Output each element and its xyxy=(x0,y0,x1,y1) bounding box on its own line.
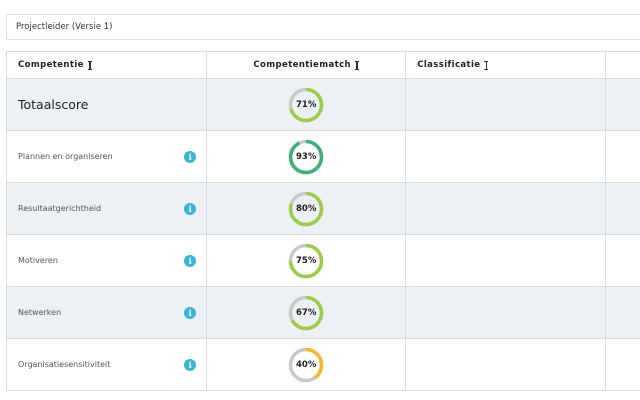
info-icon[interactable]: i xyxy=(184,254,197,267)
match-cell: 75% xyxy=(207,235,407,286)
column-header-label: Competentiematch xyxy=(253,60,351,70)
sort-icon[interactable] xyxy=(354,60,359,70)
competency-name: Plannen en organiseren xyxy=(18,152,113,161)
competency-cell: Totaalscore xyxy=(7,79,208,130)
extra-cell xyxy=(606,235,640,286)
sort-icon[interactable] xyxy=(484,60,489,70)
competency-name: Netwerken xyxy=(18,308,62,317)
competency-cell: Organisatiesensitiviteit i xyxy=(7,339,208,390)
classification-cell xyxy=(406,287,607,338)
match-percentage: 40% xyxy=(296,359,317,370)
table-row: Plannen en organiseren i 93% xyxy=(7,131,640,183)
competency-name: Motiveren xyxy=(18,256,58,265)
competency-name: Totaalscore xyxy=(18,97,89,112)
extra-cell xyxy=(606,79,640,130)
match-gauge: 80% xyxy=(287,190,325,228)
classification-cell xyxy=(406,235,607,286)
table-row: Organisatiesensitiviteit i 40% xyxy=(7,339,640,391)
match-percentage: 93% xyxy=(296,151,317,162)
classification-cell xyxy=(406,183,607,234)
match-percentage: 75% xyxy=(296,255,317,266)
match-cell: 71% xyxy=(207,79,407,130)
competency-name: Organisatiesensitiviteit xyxy=(18,360,111,369)
column-header-label: Competentie xyxy=(18,60,84,70)
match-gauge: 67% xyxy=(287,294,325,332)
gauge-ring xyxy=(288,243,324,278)
competency-name: Resultaatgerichtheid xyxy=(18,204,102,213)
match-cell: 40% xyxy=(207,339,407,390)
competency-cell: Netwerken i xyxy=(7,287,208,338)
gauge-ring xyxy=(288,295,324,330)
competency-cell: Resultaatgerichtheid i xyxy=(7,183,208,234)
competency-cell: Motiveren i xyxy=(7,235,208,286)
competency-cell: Plannen en organiseren i xyxy=(7,131,208,182)
match-gauge: 40% xyxy=(287,346,325,384)
info-icon[interactable]: i xyxy=(184,202,197,215)
match-cell: 93% xyxy=(207,131,407,182)
info-icon[interactable]: i xyxy=(184,150,197,163)
gauge-ring xyxy=(288,191,324,226)
sort-icon[interactable] xyxy=(87,60,92,70)
info-icon[interactable]: i xyxy=(184,306,197,319)
classification-cell xyxy=(406,339,607,390)
column-header-competentie[interactable]: Competentie xyxy=(7,52,208,78)
version-selector[interactable]: Projectleider (Versie 1) xyxy=(6,14,640,40)
total-score-row: Totaalscore 71% xyxy=(7,79,640,131)
column-header-classificatie[interactable]: Classificatie xyxy=(406,52,607,78)
extra-cell xyxy=(606,183,640,234)
classification-cell xyxy=(406,79,607,130)
match-percentage: 67% xyxy=(296,307,317,318)
gauge-ring xyxy=(288,347,324,382)
table-row: Resultaatgerichtheid i 80% xyxy=(7,183,640,235)
match-gauge: 75% xyxy=(287,242,325,280)
table-header-row: Competentie Competentiematch Classificat… xyxy=(7,52,640,79)
match-gauge: 93% xyxy=(287,138,325,176)
match-percentage: 71% xyxy=(296,99,317,110)
extra-cell xyxy=(606,287,640,338)
classification-cell xyxy=(406,131,607,182)
competency-table: Competentie Competentiematch Classificat… xyxy=(6,51,640,391)
column-header-extra xyxy=(606,52,640,78)
extra-cell xyxy=(606,339,640,390)
column-header-competentiematch[interactable]: Competentiematch xyxy=(207,52,407,78)
extra-cell xyxy=(606,131,640,182)
match-percentage: 80% xyxy=(296,203,317,214)
match-gauge: 71% xyxy=(287,86,325,124)
match-cell: 67% xyxy=(207,287,407,338)
table-row: Netwerken i 67% xyxy=(7,287,640,339)
table-row: Motiveren i 75% xyxy=(7,235,640,287)
match-cell: 80% xyxy=(207,183,407,234)
gauge-ring xyxy=(288,87,324,122)
column-header-label: Classificatie xyxy=(417,60,481,70)
gauge-ring xyxy=(288,139,324,174)
info-icon[interactable]: i xyxy=(184,358,197,371)
